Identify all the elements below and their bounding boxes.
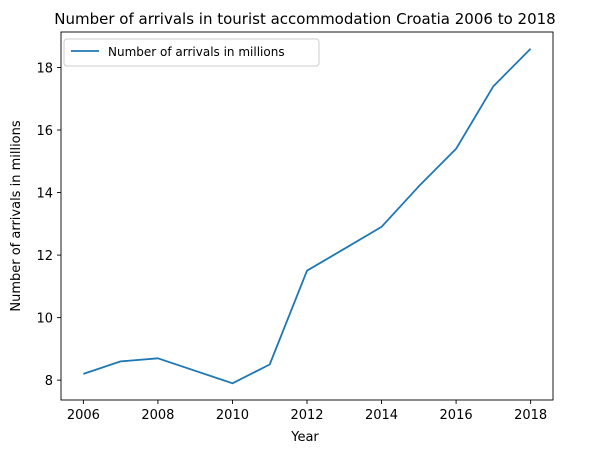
- x-tick-label: 2012: [290, 408, 323, 423]
- legend-box: [63, 38, 320, 67]
- plot-area: 2006 2008 2010 2012 2014 2016 2018 8 10 12 14 16 18: [36, 31, 554, 423]
- y-axis: 8 10 12 14 16 18: [36, 61, 61, 389]
- x-tick-label: 2006: [67, 408, 100, 423]
- y-tick-label: 14: [36, 187, 53, 202]
- x-tick-label: 2008: [141, 408, 174, 423]
- y-tick-label: 12: [36, 249, 53, 264]
- x-tick-label: 2016: [440, 408, 473, 423]
- x-axis-label: Year: [290, 430, 319, 445]
- x-tick-label: 2018: [514, 408, 547, 423]
- x-tick-label: 2014: [365, 408, 398, 423]
- x-tick-label: 2010: [216, 408, 249, 423]
- legend: Number of arrivals in millions: [63, 38, 320, 67]
- legend-label: Number of arrivals in millions: [108, 45, 285, 59]
- y-tick-label: 8: [45, 374, 53, 389]
- y-tick-label: 16: [36, 124, 53, 139]
- x-axis: 2006 2008 2010 2012 2014 2016 2018: [67, 400, 547, 423]
- y-tick-label: 10: [36, 312, 53, 327]
- series-lines: [83, 48, 532, 385]
- series-line: [83, 48, 532, 385]
- y-tick-label: 18: [36, 61, 53, 76]
- chart-title: Number of arrivals in tourist accommodat…: [54, 10, 555, 28]
- y-axis-label: Number of arrivals in millions: [9, 120, 24, 312]
